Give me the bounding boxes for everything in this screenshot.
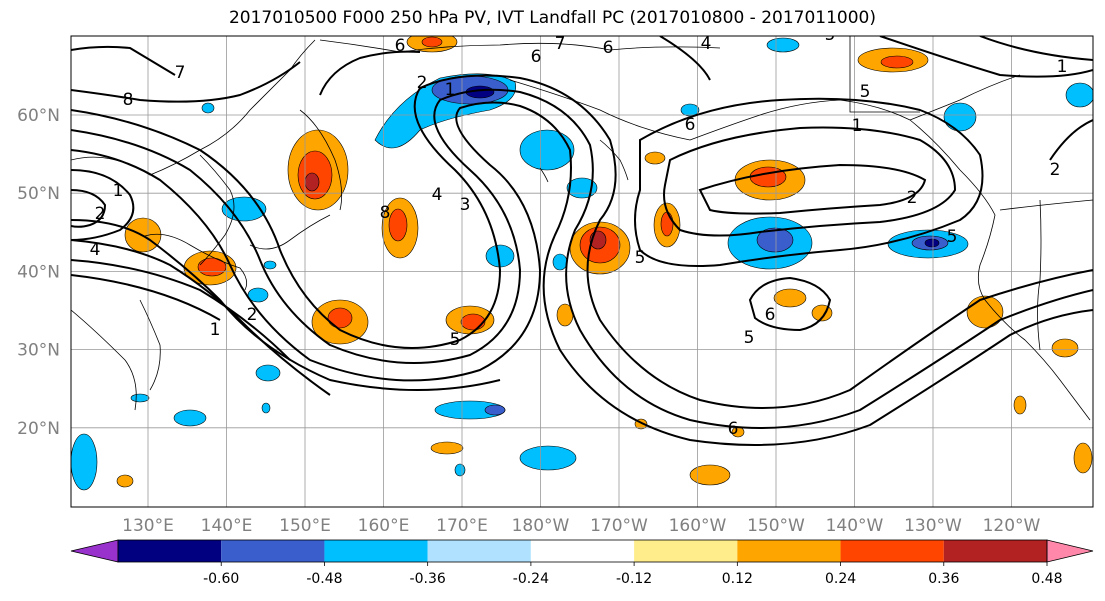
lon-tick-label: 170°E (436, 516, 488, 536)
lon-tick-label: 160°W (669, 516, 727, 536)
colorbar-tick-label: -0.48 (306, 571, 342, 587)
lon-tick-label: 140°W (826, 516, 884, 536)
lat-tick-label: 60°N (17, 106, 60, 126)
pv-contour-label: 1 (1057, 57, 1068, 77)
colorbar-extend-max (1046, 539, 1094, 563)
ivt-anomaly-shading (71, 36, 1093, 491)
pv-contour-label: 7 (555, 34, 566, 54)
lat-tick-label: 40°N (17, 262, 60, 282)
pv-contour-label: 1 (445, 80, 456, 100)
lon-tick-label: 170°W (590, 516, 648, 536)
pv-contour-label: 2 (1050, 160, 1061, 180)
lon-tick-label: 120°W (983, 516, 1041, 536)
pv-contour-label: 5 (825, 25, 836, 45)
pv-contour-label: 2 (95, 204, 106, 224)
pv-contour-label: 6 (531, 47, 542, 67)
colorbar-tick-label: 0.12 (722, 571, 753, 587)
colorbar-segment (943, 540, 1047, 562)
lon-tick-label: 140°E (201, 516, 253, 536)
latitude-labels: 60°N 50°N 40°N 30°N 20°N (17, 106, 60, 439)
pv-contour-label: 2 (417, 73, 428, 93)
lon-tick-label: 130°W (904, 516, 962, 536)
pv-contour-label: 7 (175, 63, 186, 83)
pv-contour-label: 1 (852, 116, 863, 136)
map-title: 2017010500 F000 250 hPa PV, IVT Landfall… (228, 8, 876, 28)
pv-contour-label: 5 (635, 248, 646, 268)
lon-tick-label: 130°E (122, 516, 174, 536)
lon-tick-label: 180°W (512, 516, 570, 536)
colorbar-tick-label: 0.36 (928, 571, 959, 587)
colorbar-tick-label: -0.60 (203, 571, 239, 587)
colorbar-segment (118, 540, 222, 562)
pv-contour-label: 6 (728, 419, 739, 439)
pv-contour-label: 6 (685, 115, 696, 135)
colorbar-tick-label: -0.24 (513, 571, 549, 587)
pv-contour-label: 4 (701, 34, 712, 54)
lat-tick-label: 20°N (17, 419, 60, 439)
pv-contour-label: 5 (947, 227, 958, 247)
colorbar-segment (530, 540, 635, 562)
colorbar-frame (117, 539, 1048, 563)
lat-tick-label: 30°N (17, 341, 60, 361)
pv-contour-label: 5 (450, 330, 461, 350)
pv-contour-label: 6 (603, 38, 614, 58)
pv-contour-label: 6 (765, 305, 776, 325)
pv-contour-label: 4 (432, 185, 443, 205)
pv-contour-label: 1 (210, 320, 221, 340)
colorbar: -0.60 -0.48 -0.36 -0.24 -0.12 0.12 0.24 0.36 0.4… (70, 539, 1094, 587)
lon-tick-label: 150°W (747, 516, 805, 536)
colorbar-tick-label: 0.48 (1031, 571, 1062, 587)
colorbar-segment (737, 540, 841, 562)
pv-contour-label: 2 (247, 305, 258, 325)
colorbar-extend-min (70, 539, 119, 563)
colorbar-tick-label: -0.36 (410, 571, 446, 587)
pv-contour-label: 5 (860, 82, 871, 102)
lon-tick-label: 150°E (279, 516, 331, 536)
lon-tick-label: 160°E (358, 516, 410, 536)
colorbar-tick-label: -0.12 (616, 571, 652, 587)
colorbar-segment (324, 540, 428, 562)
longitude-labels: 130°E 140°E 150°E 160°E 170°E 180°W 170°W 160°W… (122, 516, 1040, 536)
colorbar-segment (221, 540, 325, 562)
pv-contour-label: 8 (380, 203, 391, 223)
pv-contour-label: 5 (744, 328, 755, 348)
colorbar-segment (634, 540, 738, 562)
pv-contour-label: 8 (123, 90, 134, 110)
pv-contours (71, 36, 1093, 446)
colorbar-segment (427, 540, 531, 562)
lat-tick-label: 50°N (17, 184, 60, 204)
map-frame (70, 35, 1094, 508)
pv-contour-label: 2 (907, 188, 918, 208)
pv-contour-label: 4 (90, 240, 101, 260)
pv-contour-label: 3 (460, 195, 471, 215)
colorbar-segment (840, 540, 944, 562)
pv-contour-label: 1 (113, 181, 124, 201)
pv-contour-label: 6 (395, 36, 406, 56)
colorbar-tick-label: 0.24 (825, 571, 856, 587)
